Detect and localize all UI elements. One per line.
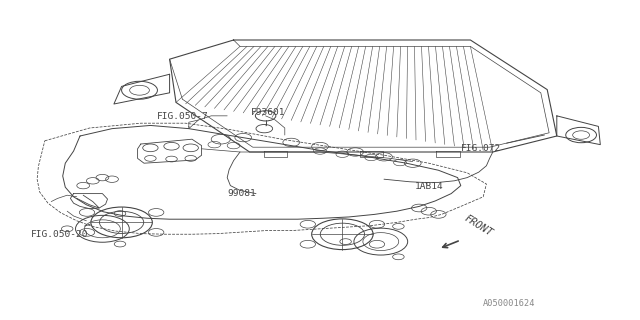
Text: 99081: 99081 xyxy=(227,189,256,198)
Text: FIG.072: FIG.072 xyxy=(461,135,545,153)
Text: FIG.050-7: FIG.050-7 xyxy=(157,112,209,127)
Text: FRONT: FRONT xyxy=(463,214,495,239)
Text: A050001624: A050001624 xyxy=(483,299,536,308)
Text: F93601: F93601 xyxy=(251,108,285,126)
Text: 1AB14: 1AB14 xyxy=(415,182,444,191)
Text: FIG.050-20: FIG.050-20 xyxy=(31,224,90,239)
